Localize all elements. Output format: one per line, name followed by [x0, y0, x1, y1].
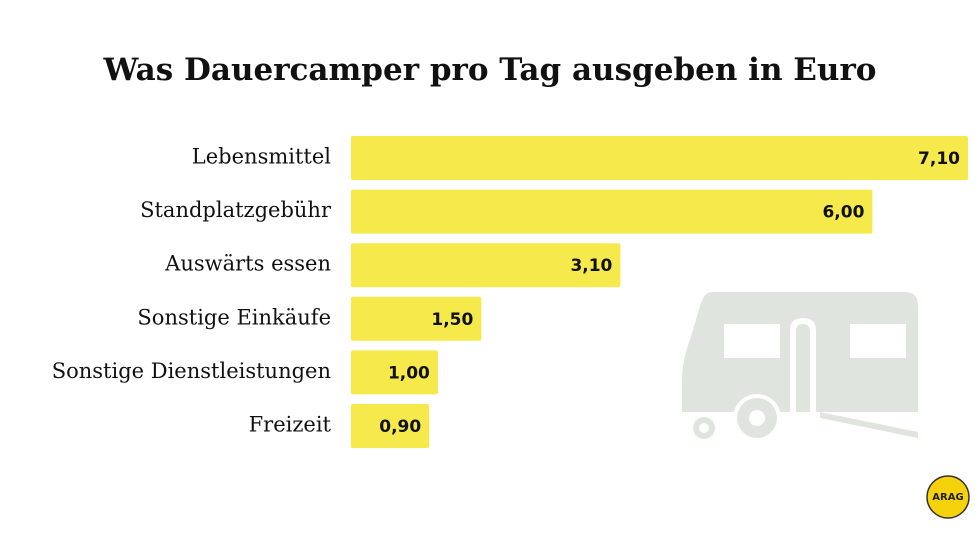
category-label: Freizeit: [249, 413, 332, 437]
bar: [351, 136, 968, 180]
logo: ARAG: [926, 475, 970, 519]
category-label: Sonstige Einkäufe: [137, 305, 331, 329]
category-label: Lebensmittel: [192, 145, 331, 169]
value-label: 6,00: [822, 203, 864, 223]
logo-text: ARAG: [932, 492, 963, 503]
category-label: Standplatzgebühr: [140, 198, 332, 222]
bar: [351, 189, 873, 234]
bar: [351, 296, 482, 341]
bar: [351, 350, 438, 395]
category-label: Auswärts essen: [164, 252, 331, 276]
chart-title: Was Dauercamper pro Tag ausgeben in Euro: [103, 52, 877, 88]
bar: [351, 243, 621, 288]
value-label: 1,00: [388, 363, 430, 383]
value-label: 7,10: [918, 149, 960, 169]
value-label: 1,50: [431, 310, 473, 330]
value-label: 0,90: [379, 417, 421, 437]
bar: [351, 404, 430, 448]
caravan-icon: [682, 292, 918, 442]
value-label: 3,10: [570, 256, 612, 276]
category-label: Sonstige Dienstleistungen: [52, 359, 331, 383]
